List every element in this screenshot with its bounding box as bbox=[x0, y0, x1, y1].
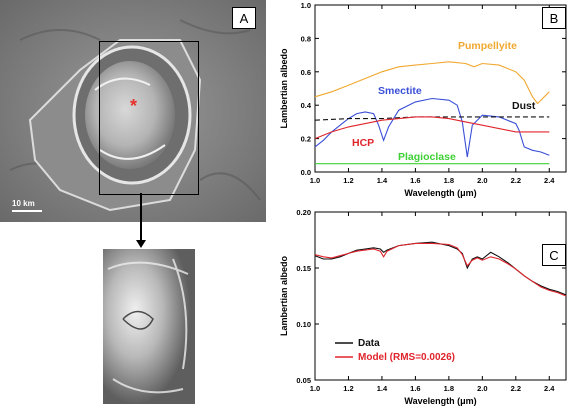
y-tick-label-b: 0.8 bbox=[301, 34, 311, 43]
x-tick-label-c: 2.4 bbox=[544, 384, 555, 393]
crater-closeup-image bbox=[103, 249, 195, 404]
x-tick-label-c: 2.0 bbox=[477, 384, 487, 393]
crater-image bbox=[0, 0, 266, 222]
y-tick-label-b: 0.4 bbox=[301, 101, 312, 110]
panel-c-letter: C bbox=[549, 247, 559, 263]
x-tick-label-b: 1.8 bbox=[444, 176, 454, 185]
series-label-hcp: HCP bbox=[352, 137, 374, 149]
series-label-dust: Dust bbox=[512, 100, 536, 112]
x-tick-label-c: 1.0 bbox=[310, 384, 320, 393]
y-axis-label-c: Lambertian albedo bbox=[279, 255, 289, 336]
y-tick-label-b: 0.2 bbox=[301, 135, 311, 144]
y-tick-label-c: 0.05 bbox=[296, 376, 311, 385]
panel-a-letter-box: A bbox=[232, 7, 256, 29]
legend-label-data: Data bbox=[358, 338, 380, 349]
panel-b-letter-box: B bbox=[542, 7, 566, 29]
panel-a-letter: A bbox=[239, 10, 249, 26]
plot-frame-c bbox=[314, 211, 567, 381]
y-tick-label-b: 0.0 bbox=[301, 168, 311, 177]
x-tick-label-b: 1.6 bbox=[410, 176, 420, 185]
panel-c-letter-box: C bbox=[542, 244, 566, 266]
x-tick-label-c: 1.6 bbox=[410, 384, 420, 393]
series-label-plagioclase: Plagioclase bbox=[398, 151, 456, 163]
legend-label-model: Model (RMS=0.0026) bbox=[358, 352, 455, 363]
plot-frame-b bbox=[314, 4, 567, 173]
x-tick-label-b: 2.2 bbox=[511, 176, 521, 185]
x-tick-label-b: 2.4 bbox=[544, 176, 555, 185]
y-tick-label-b: 0.6 bbox=[301, 68, 311, 77]
y-tick-label-c: 0.20 bbox=[296, 208, 311, 217]
series-line-pumpellyite bbox=[314, 61, 550, 105]
y-axis-label-b: Lambertian albedo bbox=[279, 48, 289, 129]
x-tick-label-c: 1.4 bbox=[377, 384, 388, 393]
y-tick-label-b: 1.0 bbox=[301, 1, 311, 10]
zoom-arrow-line bbox=[140, 193, 142, 243]
series-line-dust bbox=[314, 116, 550, 121]
crater-context-box bbox=[99, 41, 199, 195]
x-axis-label-b: Wavelength (μm) bbox=[404, 188, 476, 198]
x-tick-label-b: 2.0 bbox=[477, 176, 487, 185]
x-tick-label-c: 2.2 bbox=[511, 384, 521, 393]
location-marker-icon: * bbox=[130, 96, 138, 116]
panel-b-letter: B bbox=[549, 10, 559, 26]
x-tick-label-b: 1.0 bbox=[310, 176, 320, 185]
x-tick-label-c: 1.8 bbox=[444, 384, 454, 393]
series-label-smectite: Smectite bbox=[378, 85, 422, 97]
y-tick-label-c: 0.15 bbox=[296, 264, 311, 273]
series-line-hcp bbox=[314, 116, 550, 140]
x-axis-label-c: Wavelength (μm) bbox=[404, 396, 476, 406]
series-line-model-rms bbox=[314, 242, 567, 297]
x-tick-label-c: 1.2 bbox=[343, 384, 353, 393]
series-label-pumpellyite: Pumpellyite bbox=[458, 40, 517, 52]
x-tick-label-b: 1.4 bbox=[377, 176, 388, 185]
x-tick-label-b: 1.2 bbox=[343, 176, 353, 185]
scale-bar bbox=[12, 210, 42, 212]
series-line-smectite bbox=[314, 97, 550, 158]
zoom-arrowhead-icon bbox=[136, 240, 146, 248]
scale-bar-label: 10 km bbox=[12, 199, 35, 208]
y-tick-label-c: 0.10 bbox=[296, 320, 311, 329]
